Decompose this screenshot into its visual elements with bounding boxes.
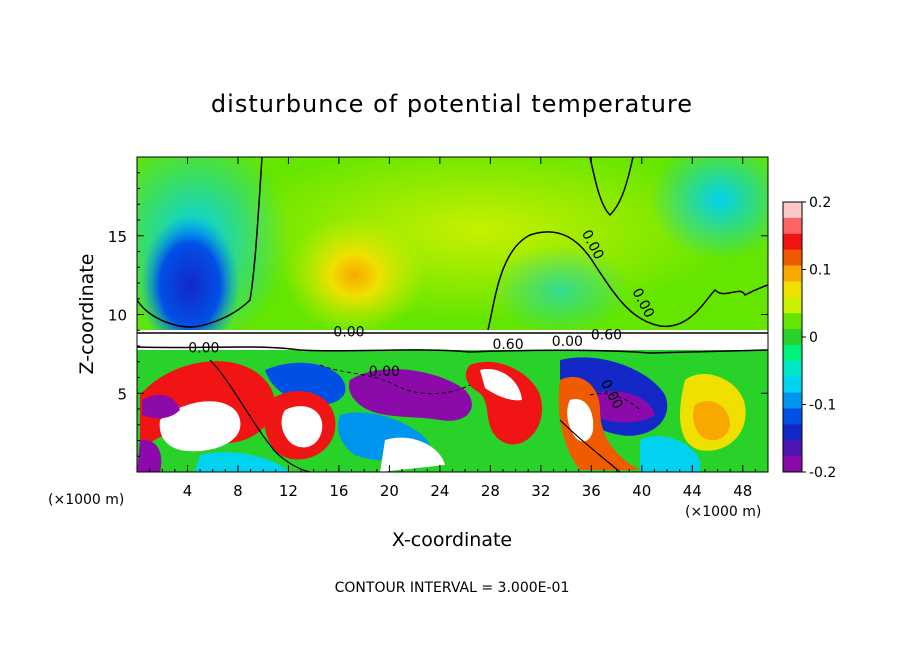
z-tick-label: 10 [108,307,127,325]
eddy-white-2 [281,406,323,448]
eddy-cyan-1 [640,436,700,472]
colorbar-tick-label: -0.2 [809,465,836,481]
x-tick-label: 24 [430,482,449,500]
x-tick-label: 20 [380,482,399,500]
eddy-white-1 [159,401,241,452]
z-axis: 5 10 15 [108,172,768,457]
contour-lower-2 [559,419,621,472]
colorbar-segment [783,281,802,298]
x-tick-label: 4 [183,482,193,500]
colorbar-segment [783,376,802,394]
contour-band-lower [137,346,768,354]
eddy-purple-3 [590,391,655,423]
contour-zero-top [589,157,634,217]
contour-lines [137,157,768,472]
inversion-band [137,330,768,350]
colorbar-segment [783,249,802,267]
x-tick-label: 28 [481,482,500,500]
eddy-red-5 [693,401,730,441]
x-tick-label: 44 [683,482,702,500]
eddy-purple-2 [348,369,472,421]
contour-zero-right [487,231,768,331]
x-axis: 4 8 12 16 20 24 28 32 36 40 44 48 [149,157,756,500]
x-unit-label-right: (×1000 m) [685,504,761,520]
colorbar-tick-label: -0.1 [809,398,836,414]
contour-lower-4 [589,393,641,411]
eddy-white-4 [567,399,594,442]
contour-label: 0.60 [492,337,523,353]
colorbar-tick-label: 0.2 [809,195,831,211]
contour-lower-3 [319,364,471,395]
contour-label: 0.60 [591,328,622,344]
eddy-cyan-2 [195,452,290,472]
x-tick-label: 8 [233,482,243,500]
colorbar-tick-label: 0.1 [809,263,831,279]
contour-label: 0.00 [369,364,400,380]
contour-label: 0.00 [188,340,219,356]
eddy-purple-1 [142,394,180,419]
field-blue-core [140,215,240,355]
field-cyan-region-mid [490,245,630,335]
colorbar-segment [783,329,802,346]
x-tick-label: 12 [279,482,298,500]
colorbar-segment [783,344,802,362]
eddy-white-3 [480,369,522,401]
colorbar-segment [783,440,802,457]
x-tick-label: 32 [531,482,550,500]
chart-title: disturbunce of potential temperature [211,90,693,118]
colorbar-segment [783,265,802,282]
x-axis-label: X-coordinate [392,529,512,551]
contour-interval-note: CONTOUR INTERVAL = 3.000E-01 [335,580,570,596]
colorbar-segment [783,360,802,378]
z-tick-label: 15 [108,228,127,246]
contour-lower-1 [209,359,311,472]
colorbar-segment [783,233,802,251]
eddy-purple-4 [137,439,162,472]
colorbar-segment [783,313,802,330]
plot-area [137,157,768,472]
x-tick-label: 36 [582,482,601,500]
z-tick-label: 5 [117,385,127,403]
contour-label: 0.00 [333,325,364,341]
colorbar: 0.2 0.1 0 -0.1 -0.2 [782,195,836,481]
colorbar-segment [783,202,802,219]
x-unit-label-left: (×1000 m) [48,492,124,508]
colorbar-segment [783,217,802,235]
colorbar-segment [783,392,802,409]
x-tick-label: 16 [329,482,348,500]
colorbar-segment [783,297,802,314]
field-yellow-warm-core [285,215,425,335]
colorbar-tick-label: 0 [809,330,818,346]
colorbar-segment [783,424,802,441]
x-tick-label: 40 [632,482,651,500]
eddy-white-5 [380,437,445,472]
field-cyan-region-right [650,157,768,260]
contour-label: 0.00 [552,334,583,350]
z-axis-label: Z-coordinate [76,254,98,375]
colorbar-segment [783,456,802,473]
x-tick-label: 48 [733,482,752,500]
colorbar-segment [783,408,802,425]
contour-zero-left [137,157,263,328]
